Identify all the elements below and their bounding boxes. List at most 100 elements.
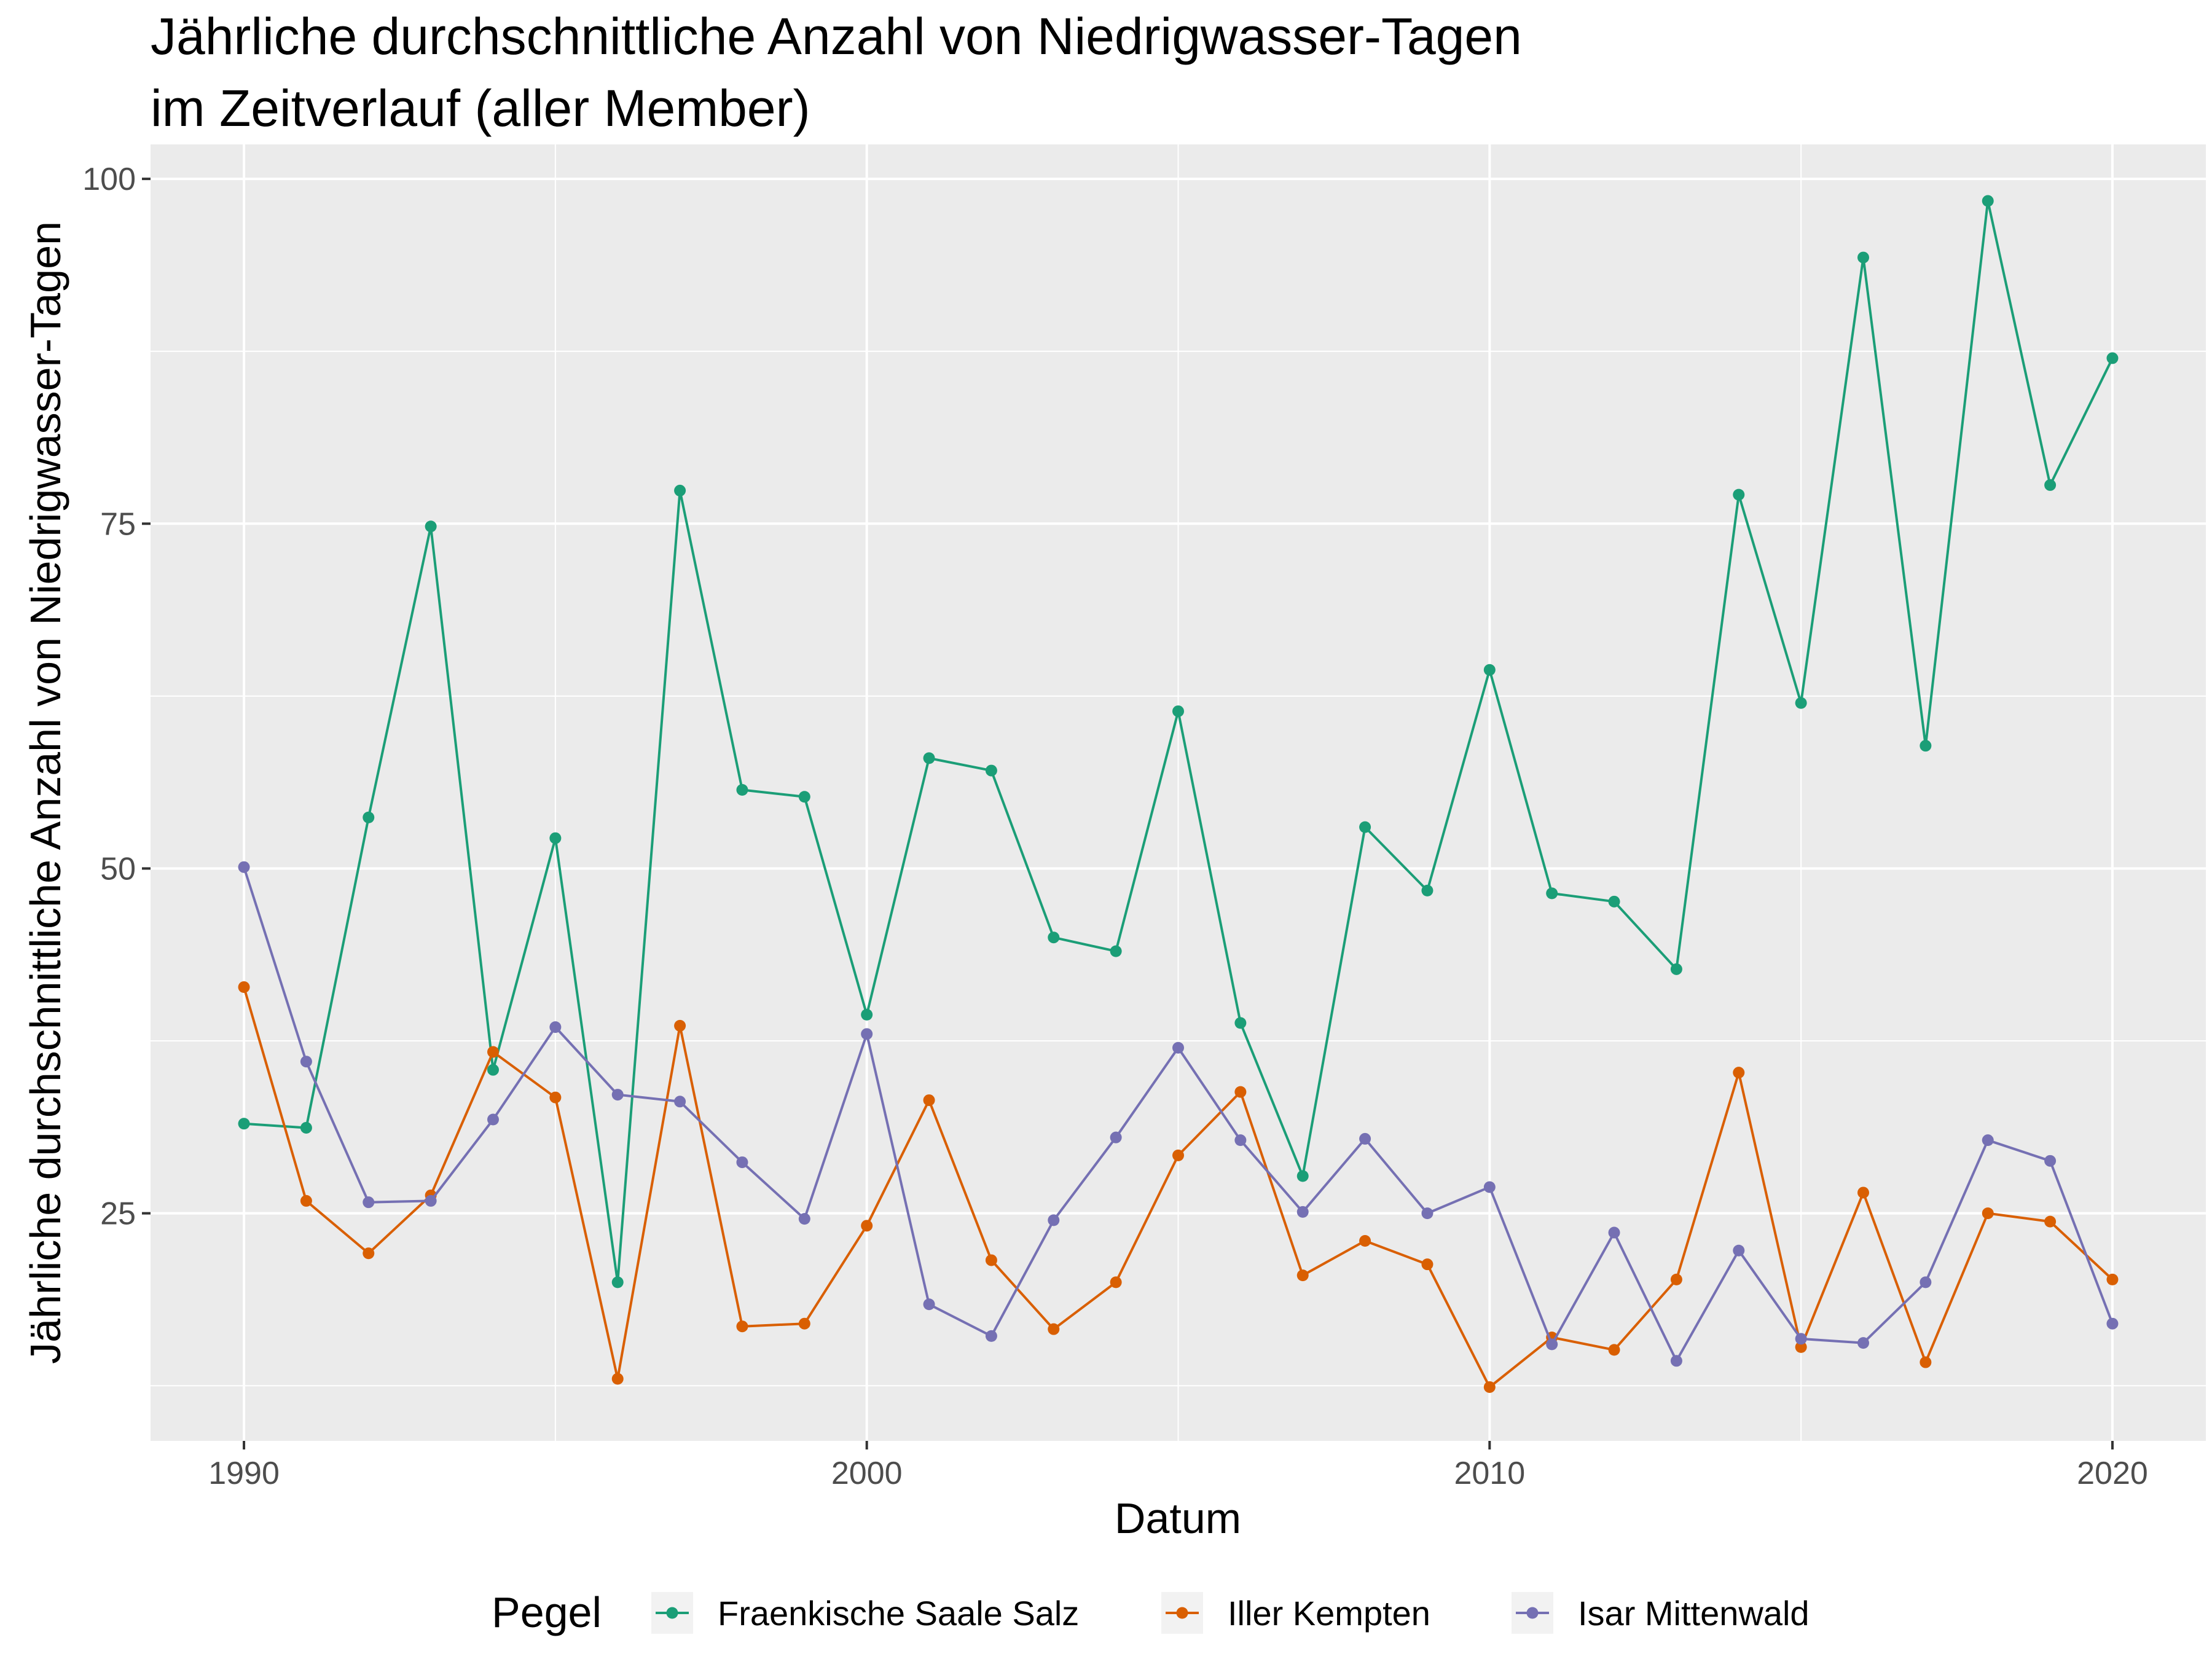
- data-point: [1296, 1269, 1309, 1282]
- data-point: [1172, 1041, 1184, 1054]
- x-tick-label: 1990: [208, 1456, 280, 1491]
- data-point: [1982, 195, 1994, 207]
- data-point: [1110, 945, 1122, 957]
- x-tick-label: 2020: [2077, 1456, 2148, 1491]
- data-point: [2044, 1155, 2057, 1167]
- data-point: [1546, 1338, 1558, 1351]
- data-point: [363, 1196, 375, 1209]
- data-point: [487, 1113, 499, 1126]
- data-point: [1670, 1355, 1682, 1367]
- data-point: [1920, 740, 1932, 752]
- data-point: [1733, 488, 1745, 501]
- y-tick-label: 100: [82, 162, 136, 197]
- legend-key-point: [1526, 1607, 1539, 1619]
- data-point: [425, 520, 437, 533]
- data-point: [1795, 1333, 1807, 1345]
- data-point: [363, 811, 375, 823]
- data-point: [1421, 1207, 1433, 1220]
- data-point: [2044, 479, 2057, 491]
- data-point: [1172, 705, 1184, 718]
- data-point: [1421, 884, 1433, 896]
- data-point: [674, 1019, 686, 1032]
- data-point: [1421, 1258, 1433, 1271]
- y-tick-label: 50: [100, 851, 136, 887]
- data-point: [1857, 1186, 1869, 1199]
- data-point: [798, 1213, 810, 1225]
- data-point: [549, 1021, 562, 1033]
- data-point: [1234, 1086, 1247, 1098]
- data-point: [1546, 887, 1558, 900]
- data-point: [2106, 352, 2119, 364]
- y-axis-ticks: 25 50 75 100: [82, 162, 151, 1232]
- data-point: [1670, 963, 1682, 975]
- data-point: [1483, 664, 1496, 676]
- data-point: [1982, 1134, 1994, 1147]
- data-point: [861, 1028, 873, 1040]
- data-point: [300, 1121, 312, 1134]
- data-point: [238, 861, 250, 873]
- data-point: [611, 1276, 624, 1288]
- data-point: [611, 1089, 624, 1101]
- legend: Pegel Fraenkische Saale Salz Iller Kempte…: [492, 1588, 1810, 1636]
- data-point: [861, 1008, 873, 1021]
- data-point: [1234, 1134, 1247, 1147]
- data-point: [736, 1156, 748, 1169]
- data-point: [1234, 1017, 1247, 1029]
- data-point: [238, 1118, 250, 1130]
- data-point: [1110, 1276, 1122, 1288]
- data-point: [1359, 1235, 1371, 1247]
- y-axis-title: Jährliche durchschnittliche Anzahl von N…: [22, 221, 69, 1364]
- data-point: [1359, 1132, 1371, 1145]
- grid-major: [151, 144, 2206, 1441]
- data-point: [1982, 1207, 1994, 1220]
- legend-label: Isar Mittenwald: [1578, 1594, 1810, 1633]
- data-point: [2044, 1215, 2057, 1228]
- data-point: [923, 752, 935, 764]
- data-point: [1920, 1276, 1932, 1288]
- data-point: [425, 1194, 437, 1207]
- data-point: [611, 1373, 624, 1385]
- data-point: [1670, 1273, 1682, 1285]
- data-point: [1048, 1323, 1060, 1335]
- data-point: [1920, 1356, 1932, 1368]
- x-axis-title: Datum: [1115, 1494, 1241, 1542]
- legend-key-point: [666, 1607, 678, 1619]
- data-point: [300, 1194, 312, 1207]
- legend-key-point: [1176, 1607, 1188, 1619]
- data-point: [1172, 1149, 1184, 1161]
- data-point: [1048, 1214, 1060, 1226]
- data-point: [1483, 1381, 1496, 1393]
- legend-label: Fraenkische Saale Salz: [718, 1594, 1079, 1633]
- data-point: [2106, 1317, 2119, 1330]
- data-point: [674, 484, 686, 496]
- data-point: [1733, 1244, 1745, 1257]
- legend-item: Iller Kempten: [1161, 1592, 1430, 1634]
- data-point: [549, 832, 562, 844]
- x-axis-ticks: 1990 2000 2010 2020: [208, 1441, 2148, 1491]
- series-0: [238, 195, 2119, 1288]
- data-point: [861, 1220, 873, 1232]
- data-point: [1857, 1337, 1869, 1349]
- data-point: [238, 981, 250, 993]
- data-point: [1359, 821, 1371, 833]
- data-point: [487, 1064, 499, 1076]
- data-point: [1608, 895, 1620, 908]
- data-point: [1733, 1067, 1745, 1079]
- chart-title: Jährliche durchschnittliche Anzahl von N…: [151, 7, 1522, 65]
- data-point: [923, 1094, 935, 1107]
- legend-item: Fraenkische Saale Salz: [651, 1592, 1079, 1634]
- x-tick-label: 2000: [831, 1456, 903, 1491]
- data-point: [985, 764, 997, 777]
- y-tick-label: 25: [100, 1196, 136, 1232]
- data-point: [1795, 1341, 1807, 1353]
- legend-items: Fraenkische Saale Salz Iller Kempten Isar …: [651, 1592, 1810, 1634]
- data-point: [1483, 1181, 1496, 1193]
- data-point: [923, 1298, 935, 1311]
- data-point: [1795, 697, 1807, 709]
- data-point: [363, 1247, 375, 1260]
- data-point: [1608, 1344, 1620, 1356]
- data-point: [1608, 1226, 1620, 1239]
- series-2: [238, 861, 2119, 1367]
